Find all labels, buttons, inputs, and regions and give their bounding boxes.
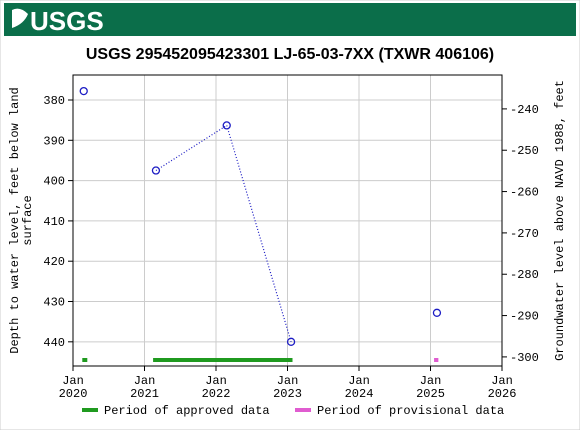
y-tick-label: 400	[43, 175, 65, 189]
y2-tick-label: -280	[510, 268, 539, 282]
y-axis-label: surface	[21, 195, 35, 245]
x-tick-label: Jan	[348, 374, 370, 388]
period-bar	[153, 358, 293, 362]
plot-frame	[72, 74, 503, 367]
data-point	[79, 86, 88, 96]
y2-tick-label: -270	[510, 227, 539, 241]
data-line	[155, 124, 292, 342]
x-tick-label: Jan	[62, 374, 84, 388]
y-tick-label: 380	[43, 94, 65, 108]
y-tick-label: 440	[43, 336, 65, 350]
x-tick-label: 2024	[345, 387, 374, 401]
y2-tick-label: -250	[510, 144, 539, 158]
logo-icon	[12, 8, 28, 28]
y-tick-label: 410	[43, 215, 65, 229]
period-bar	[434, 358, 439, 362]
legend-label: Period of approved data	[104, 404, 270, 418]
y-tick-label: 390	[43, 134, 65, 148]
x-tick-label: 2022	[202, 387, 231, 401]
y2-tick-label: -260	[510, 186, 539, 200]
y-axis-label: Depth to water level, feet below land	[8, 87, 22, 353]
x-tick-label: Jan	[491, 374, 513, 388]
y2-axis-label: Groundwater level above NAVD 1988, feet	[553, 80, 567, 361]
data-point	[432, 308, 442, 317]
period-bar	[82, 358, 88, 362]
y-tick-label: 420	[43, 255, 65, 269]
x-tick-label: 2020	[59, 387, 88, 401]
data-point	[222, 121, 231, 130]
data-point	[151, 166, 161, 175]
x-tick-label: 2023	[273, 387, 302, 401]
y2-tick-label: -290	[510, 310, 539, 324]
x-tick-label: 2026	[488, 387, 517, 401]
chart-title: USGS 295452095423301 LJ-65-03-7XX (TXWR …	[86, 46, 494, 63]
data-point	[286, 337, 296, 346]
legend-label: Period of provisional data	[317, 404, 504, 418]
x-tick-label: Jan	[420, 374, 442, 388]
y2-tick-label: -240	[510, 103, 539, 117]
x-tick-label: Jan	[134, 374, 156, 388]
logo-text: USGS	[30, 6, 104, 36]
y-tick-label: 430	[43, 296, 65, 310]
x-tick-label: 2021	[130, 387, 159, 401]
x-tick-label: Jan	[205, 374, 227, 388]
x-tick-label: Jan	[277, 374, 299, 388]
x-tick-label: 2025	[416, 387, 445, 401]
y2-tick-label: -300	[510, 351, 539, 365]
header-bar	[4, 3, 576, 36]
